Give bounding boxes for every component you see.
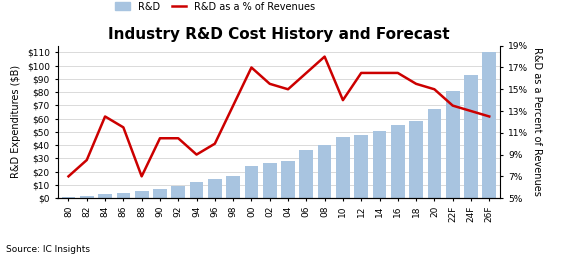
Y-axis label: R&D Expenditures ($B): R&D Expenditures ($B) xyxy=(12,65,21,179)
Bar xyxy=(98,194,112,198)
Bar xyxy=(190,182,204,198)
Bar xyxy=(227,176,240,198)
Bar xyxy=(446,91,459,198)
Bar xyxy=(171,185,185,198)
Bar xyxy=(117,193,130,198)
Y-axis label: R&D as a Percent of Revenues: R&D as a Percent of Revenues xyxy=(532,47,542,196)
Text: Source: IC Insights: Source: IC Insights xyxy=(6,245,90,254)
Bar xyxy=(300,150,313,198)
Bar xyxy=(153,189,167,198)
Bar xyxy=(80,196,94,198)
Bar xyxy=(263,163,277,198)
Bar xyxy=(281,161,295,198)
Bar xyxy=(409,121,423,198)
Legend: R&D, R&D as a % of Revenues: R&D, R&D as a % of Revenues xyxy=(116,2,315,12)
Bar xyxy=(208,179,222,198)
Bar xyxy=(244,166,258,198)
Bar xyxy=(135,192,148,198)
Bar xyxy=(336,137,350,198)
Bar xyxy=(318,145,331,198)
Bar xyxy=(464,75,478,198)
Title: Industry R&D Cost History and Forecast: Industry R&D Cost History and Forecast xyxy=(108,27,450,42)
Bar xyxy=(354,135,368,198)
Bar xyxy=(62,197,75,198)
Bar xyxy=(373,131,386,198)
Bar xyxy=(428,109,441,198)
Bar xyxy=(391,125,405,198)
Bar xyxy=(482,52,496,198)
